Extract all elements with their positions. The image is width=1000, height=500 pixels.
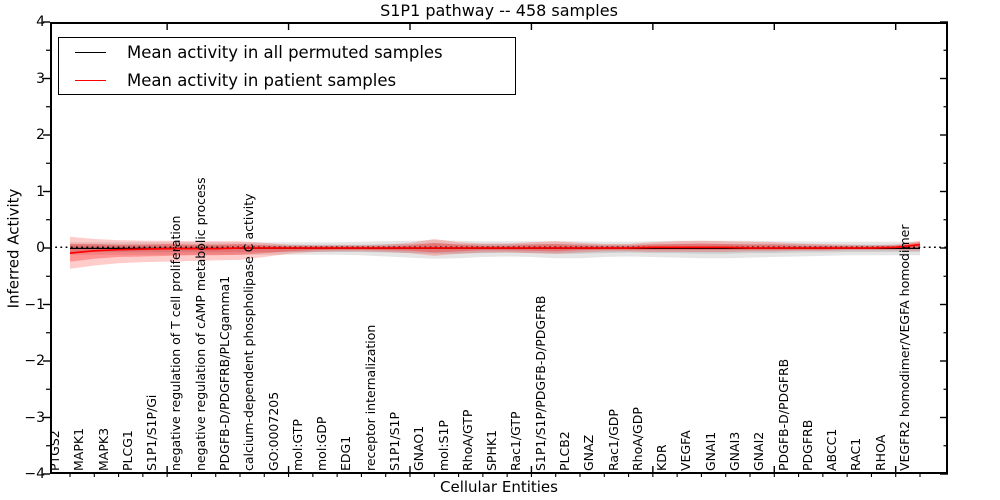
x-category-label: S1P1/S1P (386, 411, 402, 471)
x-category-label: mol:GTP (289, 419, 305, 471)
patient-mean-line (69, 243, 921, 254)
x-category-label: VEGFR2 homodimer/VEGFA homodimer (896, 224, 912, 471)
x-category-label: GNAZ (581, 434, 597, 471)
x-category-label: SPHK1 (484, 429, 500, 471)
patient-line-swatch (75, 79, 106, 81)
x-category-label: PLCG1 (119, 430, 135, 471)
chart-title: S1P1 pathway -- 458 samples (380, 1, 618, 20)
patient-band-inner (70, 242, 920, 262)
legend-label: Mean activity in all permuted samples (127, 42, 443, 62)
x-category-label: RhoA/GTP (459, 409, 475, 471)
x-category-label: Rac1/GTP (508, 411, 524, 471)
x-category-label: RAC1 (848, 437, 864, 471)
x-category-label: PDGFB-D/PDGFRB (775, 358, 791, 471)
x-category-label: receptor internalization (362, 324, 378, 471)
x-category-label: mol:S1P (435, 420, 451, 471)
legend-label: Mean activity in patient samples (127, 70, 397, 90)
x-category-label: GNAI2 (751, 431, 767, 471)
x-category-label: ABCC1 (824, 428, 840, 471)
x-category-label: GNAI1 (702, 431, 718, 471)
x-category-label: RhoA/GDP (629, 407, 645, 471)
x-category-label: VEGFA (678, 430, 694, 471)
x-category-label: EDG1 (338, 435, 354, 471)
x-category-label: GNAI3 (726, 431, 742, 471)
patient-band-outer (70, 236, 920, 269)
y-tick-label: 3 (36, 70, 45, 87)
permuted-band-inner (70, 243, 920, 254)
x-category-label: MAPK1 (71, 427, 87, 471)
x-category-label: calcium-dependent phospholipase C activi… (241, 193, 257, 471)
legend-item-patient: Mean activity in patient samples (59, 67, 515, 93)
permuted-band-outer (70, 240, 920, 259)
legend-item-permuted: Mean activity in all permuted samples (59, 39, 515, 65)
x-category-label: PDGFB-D/PDGFRB/PLCgamma1 (216, 275, 232, 471)
y-tick-label: −2 (24, 353, 45, 369)
x-category-label: PTGS2 (47, 430, 62, 471)
x-category-label: MAPK3 (95, 427, 111, 471)
y-tick-label: 2 (36, 127, 45, 143)
x-category-label: GNAO1 (411, 425, 427, 471)
y-axis-label: Inferred Activity (4, 188, 23, 309)
permuted-line-swatch (75, 51, 106, 53)
x-category-label: GO:0007205 (265, 391, 281, 471)
y-tick-label: −3 (24, 409, 45, 426)
x-axis-label: Cellular Entities (440, 478, 558, 496)
x-category-label: mol:GDP (314, 416, 330, 471)
x-category-label: PDGFRB (799, 419, 815, 471)
x-category-label: negative regulation of cAMP metabolic pr… (192, 177, 208, 471)
x-category-label: Rac1/GDP (605, 409, 621, 471)
x-category-label: S1P1/S1P/PDGFB-D/PDGFRB (532, 295, 548, 472)
x-category-label: PLCB2 (556, 431, 572, 471)
x-category-label: negative regulation of T cell proliferat… (168, 215, 184, 471)
legend: Mean activity in all permuted samples Me… (58, 37, 516, 95)
x-category-label: S1P1/S1P/Gi (144, 394, 160, 471)
x-category-label: RHOA (872, 434, 888, 471)
x-category-label: KDR (654, 444, 670, 471)
